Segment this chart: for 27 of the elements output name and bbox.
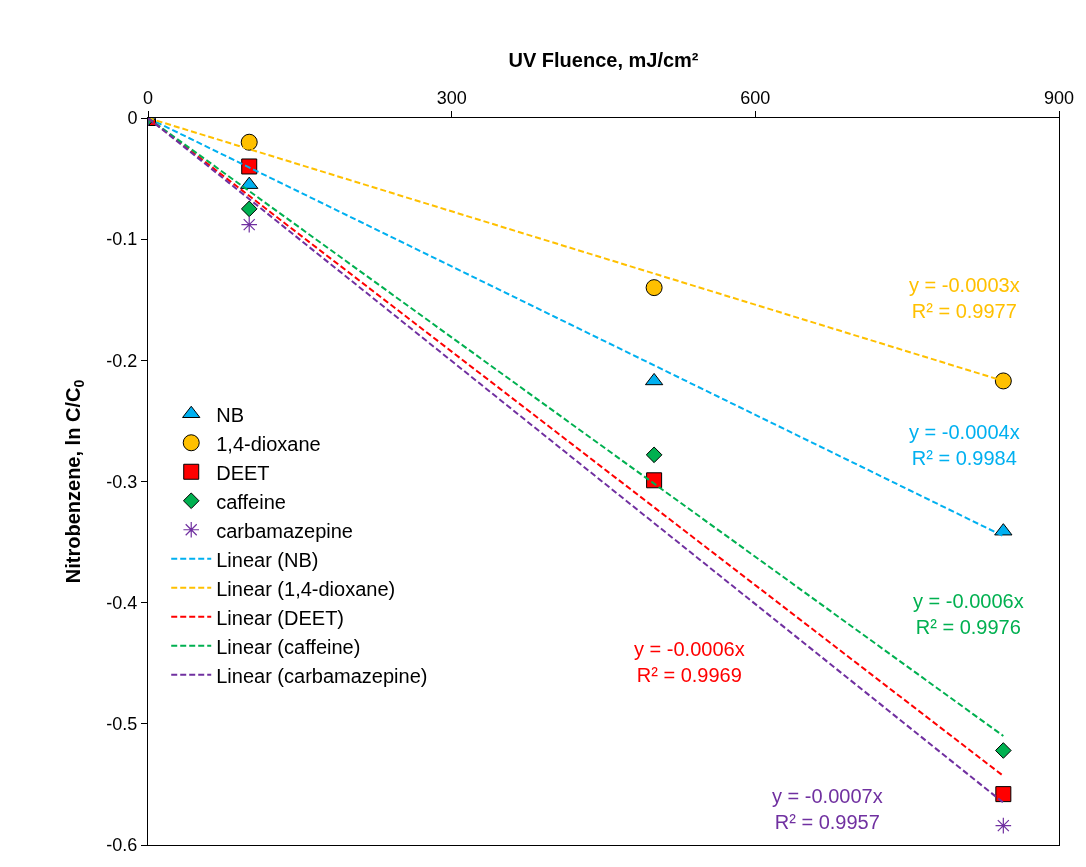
annotation: y = -0.0004x R² = 0.9984 bbox=[909, 421, 1020, 469]
annotation: y = -0.0006x R² = 0.9969 bbox=[634, 638, 745, 686]
legend-label: 1,4-dioxane bbox=[216, 432, 321, 455]
legend-label: Linear (carbamazepine) bbox=[216, 664, 428, 687]
legend-label: DEET bbox=[216, 461, 270, 484]
legend-label: Linear (NB) bbox=[216, 548, 319, 571]
y-tick-label: -0.4 bbox=[106, 592, 138, 613]
annotation: y = -0.0003x R² = 0.9977 bbox=[909, 274, 1020, 322]
x-tick-label: 300 bbox=[436, 87, 467, 108]
annotation: y = -0.0006x R² = 0.9976 bbox=[913, 590, 1024, 638]
y-tick-label: -0.6 bbox=[106, 835, 138, 856]
x-tick-label: 600 bbox=[740, 87, 771, 108]
y-tick-label: -0.1 bbox=[106, 229, 138, 250]
legend-label: NB bbox=[216, 403, 245, 426]
y-tick-label: 0 bbox=[127, 108, 138, 129]
y-tick-label: -0.2 bbox=[106, 350, 138, 371]
legend-label: Linear (1,4-dioxane) bbox=[216, 577, 396, 600]
legend-label: caffeine bbox=[216, 490, 286, 513]
y-tick-label: -0.5 bbox=[106, 714, 138, 735]
x-tick-label: 900 bbox=[1043, 87, 1075, 108]
x-tick-label: 0 bbox=[142, 87, 154, 108]
legend-label: Linear (caffeine) bbox=[216, 635, 361, 658]
x-axis-title: UV Fluence, mJ/cm² bbox=[508, 49, 699, 72]
legend-label: carbamazepine bbox=[216, 519, 353, 542]
annotation: y = -0.0007x R² = 0.9957 bbox=[772, 785, 883, 833]
y-tick-label: -0.3 bbox=[106, 471, 138, 492]
legend-label: Linear (DEET) bbox=[216, 606, 345, 629]
